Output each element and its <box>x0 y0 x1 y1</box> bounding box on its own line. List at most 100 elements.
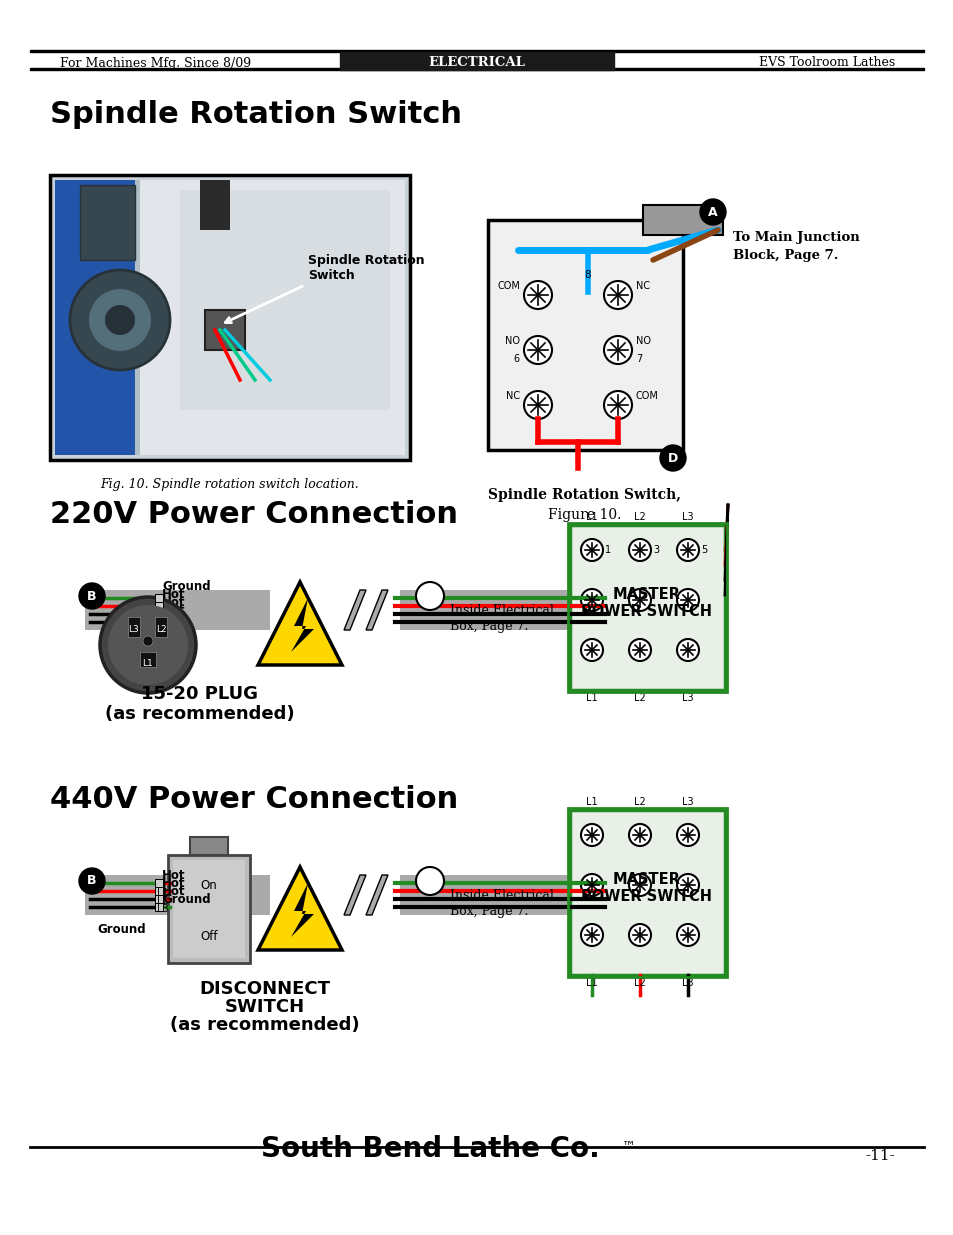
Circle shape <box>628 924 650 946</box>
Text: Box, Page 7.: Box, Page 7. <box>450 905 528 918</box>
Bar <box>154 618 167 637</box>
Circle shape <box>677 589 699 611</box>
Text: L2: L2 <box>634 978 645 988</box>
Circle shape <box>580 874 602 897</box>
Text: Spindle Rotation Switch,: Spindle Rotation Switch, <box>488 488 680 501</box>
Text: L1: L1 <box>585 693 598 703</box>
Text: COM: COM <box>636 391 659 401</box>
Bar <box>172 860 245 958</box>
Text: NO: NO <box>636 336 650 346</box>
Polygon shape <box>344 876 366 915</box>
Text: L3: L3 <box>681 978 693 988</box>
Bar <box>154 879 163 887</box>
Text: L1: L1 <box>585 797 598 806</box>
Bar <box>390 590 604 630</box>
Circle shape <box>677 824 699 846</box>
Text: Fig. 10. Spindle rotation switch location.: Fig. 10. Spindle rotation switch locatio… <box>100 478 359 492</box>
Text: L2: L2 <box>634 797 645 806</box>
Circle shape <box>677 874 699 897</box>
Text: B: B <box>87 589 96 603</box>
Text: A: A <box>707 205 717 219</box>
Text: MASTER
POWER SWITCH: MASTER POWER SWITCH <box>581 587 712 619</box>
Text: EVS Toolroom Lathes: EVS Toolroom Lathes <box>758 57 894 69</box>
Text: MASTER
POWER SWITCH: MASTER POWER SWITCH <box>581 872 712 904</box>
Circle shape <box>580 538 602 561</box>
Polygon shape <box>257 582 341 664</box>
Text: For Machines Mfg. Since 8/09: For Machines Mfg. Since 8/09 <box>60 57 251 69</box>
Bar <box>154 601 163 610</box>
Text: 6: 6 <box>514 354 519 364</box>
Polygon shape <box>366 590 388 630</box>
Polygon shape <box>366 876 388 915</box>
Text: To Main Junction: To Main Junction <box>732 231 859 245</box>
Text: L2: L2 <box>634 513 645 522</box>
Circle shape <box>143 636 152 646</box>
Text: Ground: Ground <box>162 893 211 906</box>
Polygon shape <box>291 598 314 652</box>
Bar <box>154 887 163 895</box>
Text: Figure 10.: Figure 10. <box>548 508 621 522</box>
Circle shape <box>416 582 443 610</box>
Text: 7: 7 <box>636 354 641 364</box>
Circle shape <box>580 589 602 611</box>
Text: L3: L3 <box>129 625 139 634</box>
Circle shape <box>100 597 195 693</box>
Text: Hot: Hot <box>162 885 185 898</box>
Bar <box>85 590 270 630</box>
Circle shape <box>677 538 699 561</box>
Text: L1: L1 <box>157 888 169 898</box>
Bar <box>128 618 140 637</box>
Text: Inside Electrical: Inside Electrical <box>450 604 554 618</box>
Text: Spindle Rotation
Switch: Spindle Rotation Switch <box>308 254 424 282</box>
Bar <box>488 220 682 450</box>
Text: B: B <box>87 874 96 888</box>
Bar <box>154 618 163 626</box>
Text: L1: L1 <box>143 658 153 667</box>
Circle shape <box>603 391 631 419</box>
Polygon shape <box>257 867 341 950</box>
Bar <box>154 903 163 911</box>
Text: (as recommended): (as recommended) <box>105 705 294 722</box>
Circle shape <box>677 924 699 946</box>
Circle shape <box>603 282 631 309</box>
Circle shape <box>580 638 602 661</box>
Bar <box>345 876 399 915</box>
Circle shape <box>523 391 552 419</box>
Text: 5: 5 <box>700 545 706 555</box>
Circle shape <box>659 445 685 471</box>
Bar <box>200 180 230 230</box>
Text: ™: ™ <box>621 1139 636 1153</box>
Text: L2: L2 <box>157 897 169 906</box>
Bar <box>642 205 722 235</box>
Text: Off: Off <box>200 930 217 942</box>
Bar <box>154 610 163 618</box>
Circle shape <box>105 305 135 335</box>
Bar <box>55 180 405 454</box>
Text: Spindle Rotation Switch: Spindle Rotation Switch <box>50 100 461 128</box>
Polygon shape <box>291 883 314 937</box>
Bar <box>154 895 163 903</box>
Text: 440V Power Connection: 440V Power Connection <box>50 785 457 814</box>
Text: Block, Page 7.: Block, Page 7. <box>732 249 838 263</box>
Circle shape <box>628 589 650 611</box>
Bar <box>50 175 410 459</box>
Text: 3: 3 <box>652 545 659 555</box>
Bar <box>180 190 390 410</box>
Text: On: On <box>200 879 217 892</box>
Bar <box>30 68 923 70</box>
Bar <box>85 876 270 915</box>
Text: L3: L3 <box>681 797 693 806</box>
Bar <box>168 855 250 963</box>
Text: L3: L3 <box>157 904 169 914</box>
Circle shape <box>628 824 650 846</box>
Circle shape <box>70 270 170 370</box>
Bar <box>205 310 245 350</box>
Text: Hot: Hot <box>162 588 185 601</box>
Text: Hot: Hot <box>162 597 185 609</box>
Text: Inside Electrical: Inside Electrical <box>450 889 554 902</box>
Bar <box>154 594 163 601</box>
Text: Ground: Ground <box>97 923 146 936</box>
Text: Hot: Hot <box>162 604 185 618</box>
Bar <box>345 590 399 630</box>
Text: Hot: Hot <box>162 877 185 890</box>
